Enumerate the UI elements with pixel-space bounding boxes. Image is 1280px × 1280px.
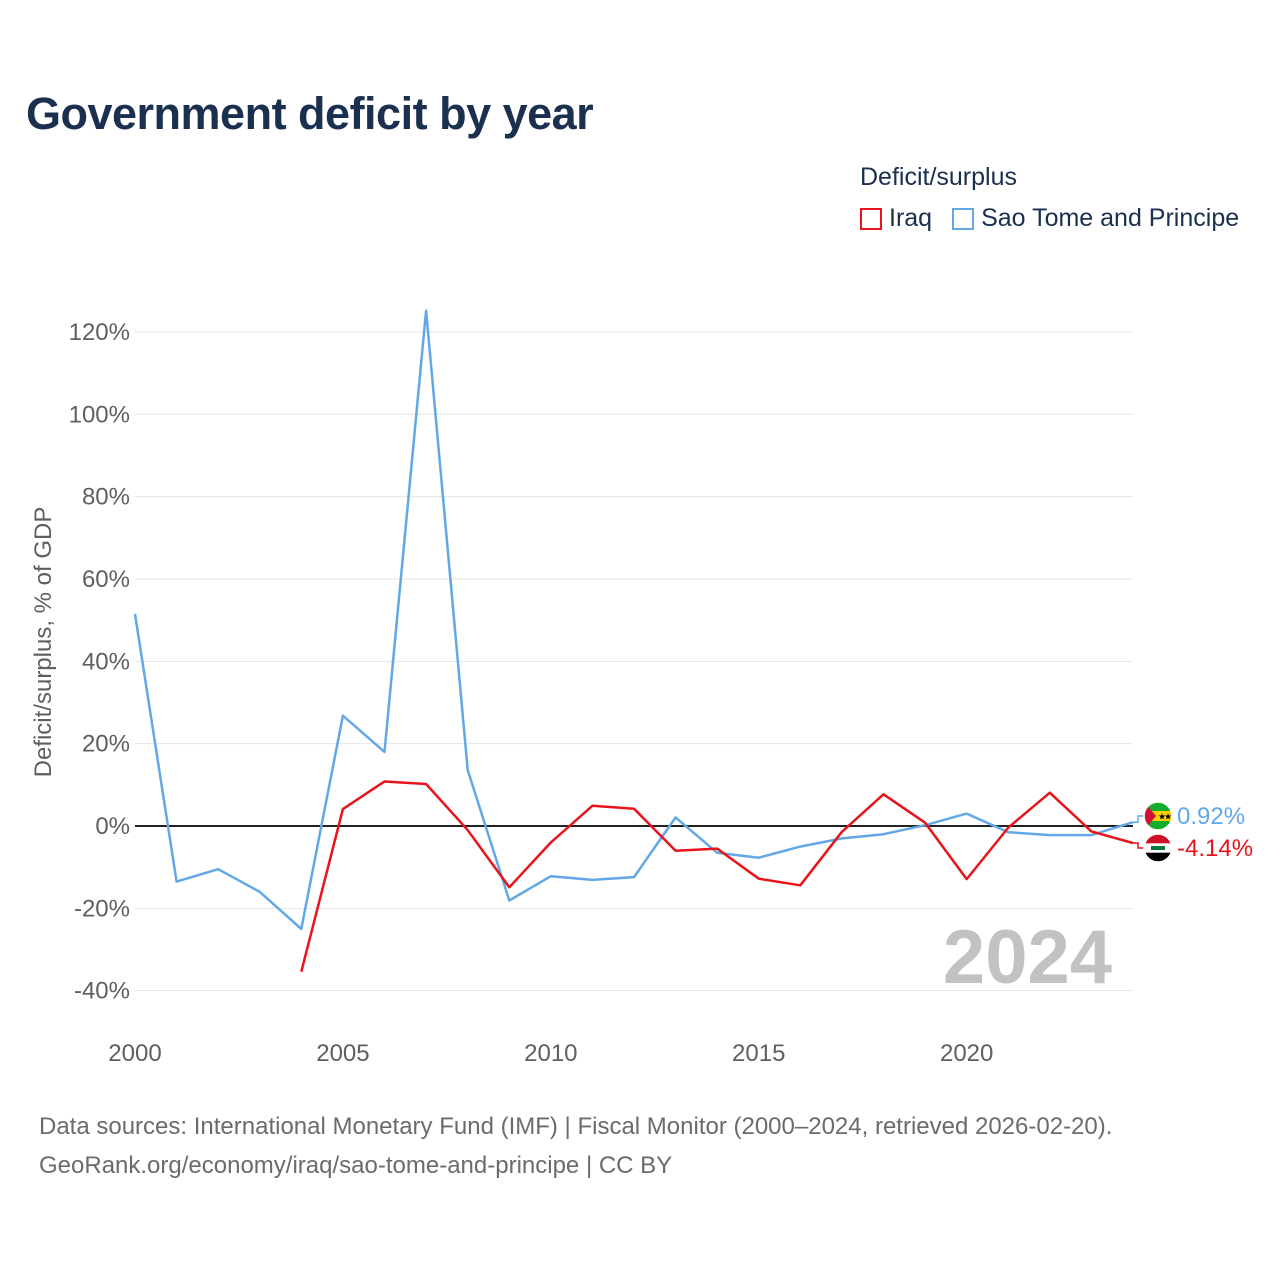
flag-star-icon: ★ [1158,813,1166,823]
end-markers: ★★ 0.92%-4.14% [1133,801,1253,863]
legend: Iraq Sao Tome and Principe [860,204,1259,233]
legend-swatch-iraq [860,207,882,230]
legend-label-sao-tome: Sao Tome and Principe [981,204,1240,232]
end-label-iraq: -4.14% [1177,835,1253,862]
series-line-sao-tome[interactable] [133,309,1134,931]
y-tick-label: 120% [69,319,130,346]
legend-title: Deficit/surplus [860,163,1017,191]
y-axis-label: Deficit/surplus, % of GDP [30,507,57,778]
legend-item-iraq[interactable]: Iraq [860,204,932,233]
y-tick-label: 80% [82,484,130,511]
x-tick-label: 2000 [108,1040,161,1067]
end-label-sao-tome: 0.92% [1177,803,1245,830]
flag-star-icon: ★ [1164,813,1172,823]
x-tick-label: 2015 [732,1040,785,1067]
y-tick-label: 20% [82,731,130,758]
series-lines [133,309,1134,973]
legend-item-sao-tome[interactable]: Sao Tome and Principe [952,204,1239,233]
iraq-flag-icon [1144,834,1172,862]
source-line-2[interactable]: GeoRank.org/economy/iraq/sao-tome-and-pr… [39,1152,673,1179]
source-line-1: Data sources: International Monetary Fun… [39,1113,1113,1140]
y-tick-label: -40% [74,978,130,1005]
year-watermark: 2024 [943,915,1112,1000]
x-tick-label: 2010 [524,1040,577,1067]
y-tick-label: -20% [74,895,130,922]
connector-iraq [1133,842,1144,849]
x-tick-labels: 2000 2005 2010 2015 2020 [108,1040,993,1067]
chart-title: Government deficit by year [26,88,594,139]
y-tick-label: 40% [82,648,130,675]
x-tick-label: 2005 [316,1040,369,1067]
sao-tome-flag-icon: ★★ [1144,802,1172,830]
series-line-iraq[interactable] [300,780,1134,973]
connector-sao-tome [1133,815,1144,823]
y-tick-label: 0% [95,813,130,840]
x-tick-label: 2020 [940,1040,993,1067]
line-chart: -40%-20%0%20%40%60%80%100%120% 2000 2005 2… [30,309,1253,1067]
grid [135,331,1133,992]
y-tick-label: 100% [69,401,130,428]
legend-label-iraq: Iraq [889,204,933,232]
legend-swatch-sao-tome [952,207,975,230]
y-tick-labels: -40% -20% 0% 20% 40% 60% 80% 100% 120% [69,319,130,1005]
y-tick-label: 60% [82,566,130,593]
source-text: Data sources: International Monetary Fun… [39,1107,1112,1185]
